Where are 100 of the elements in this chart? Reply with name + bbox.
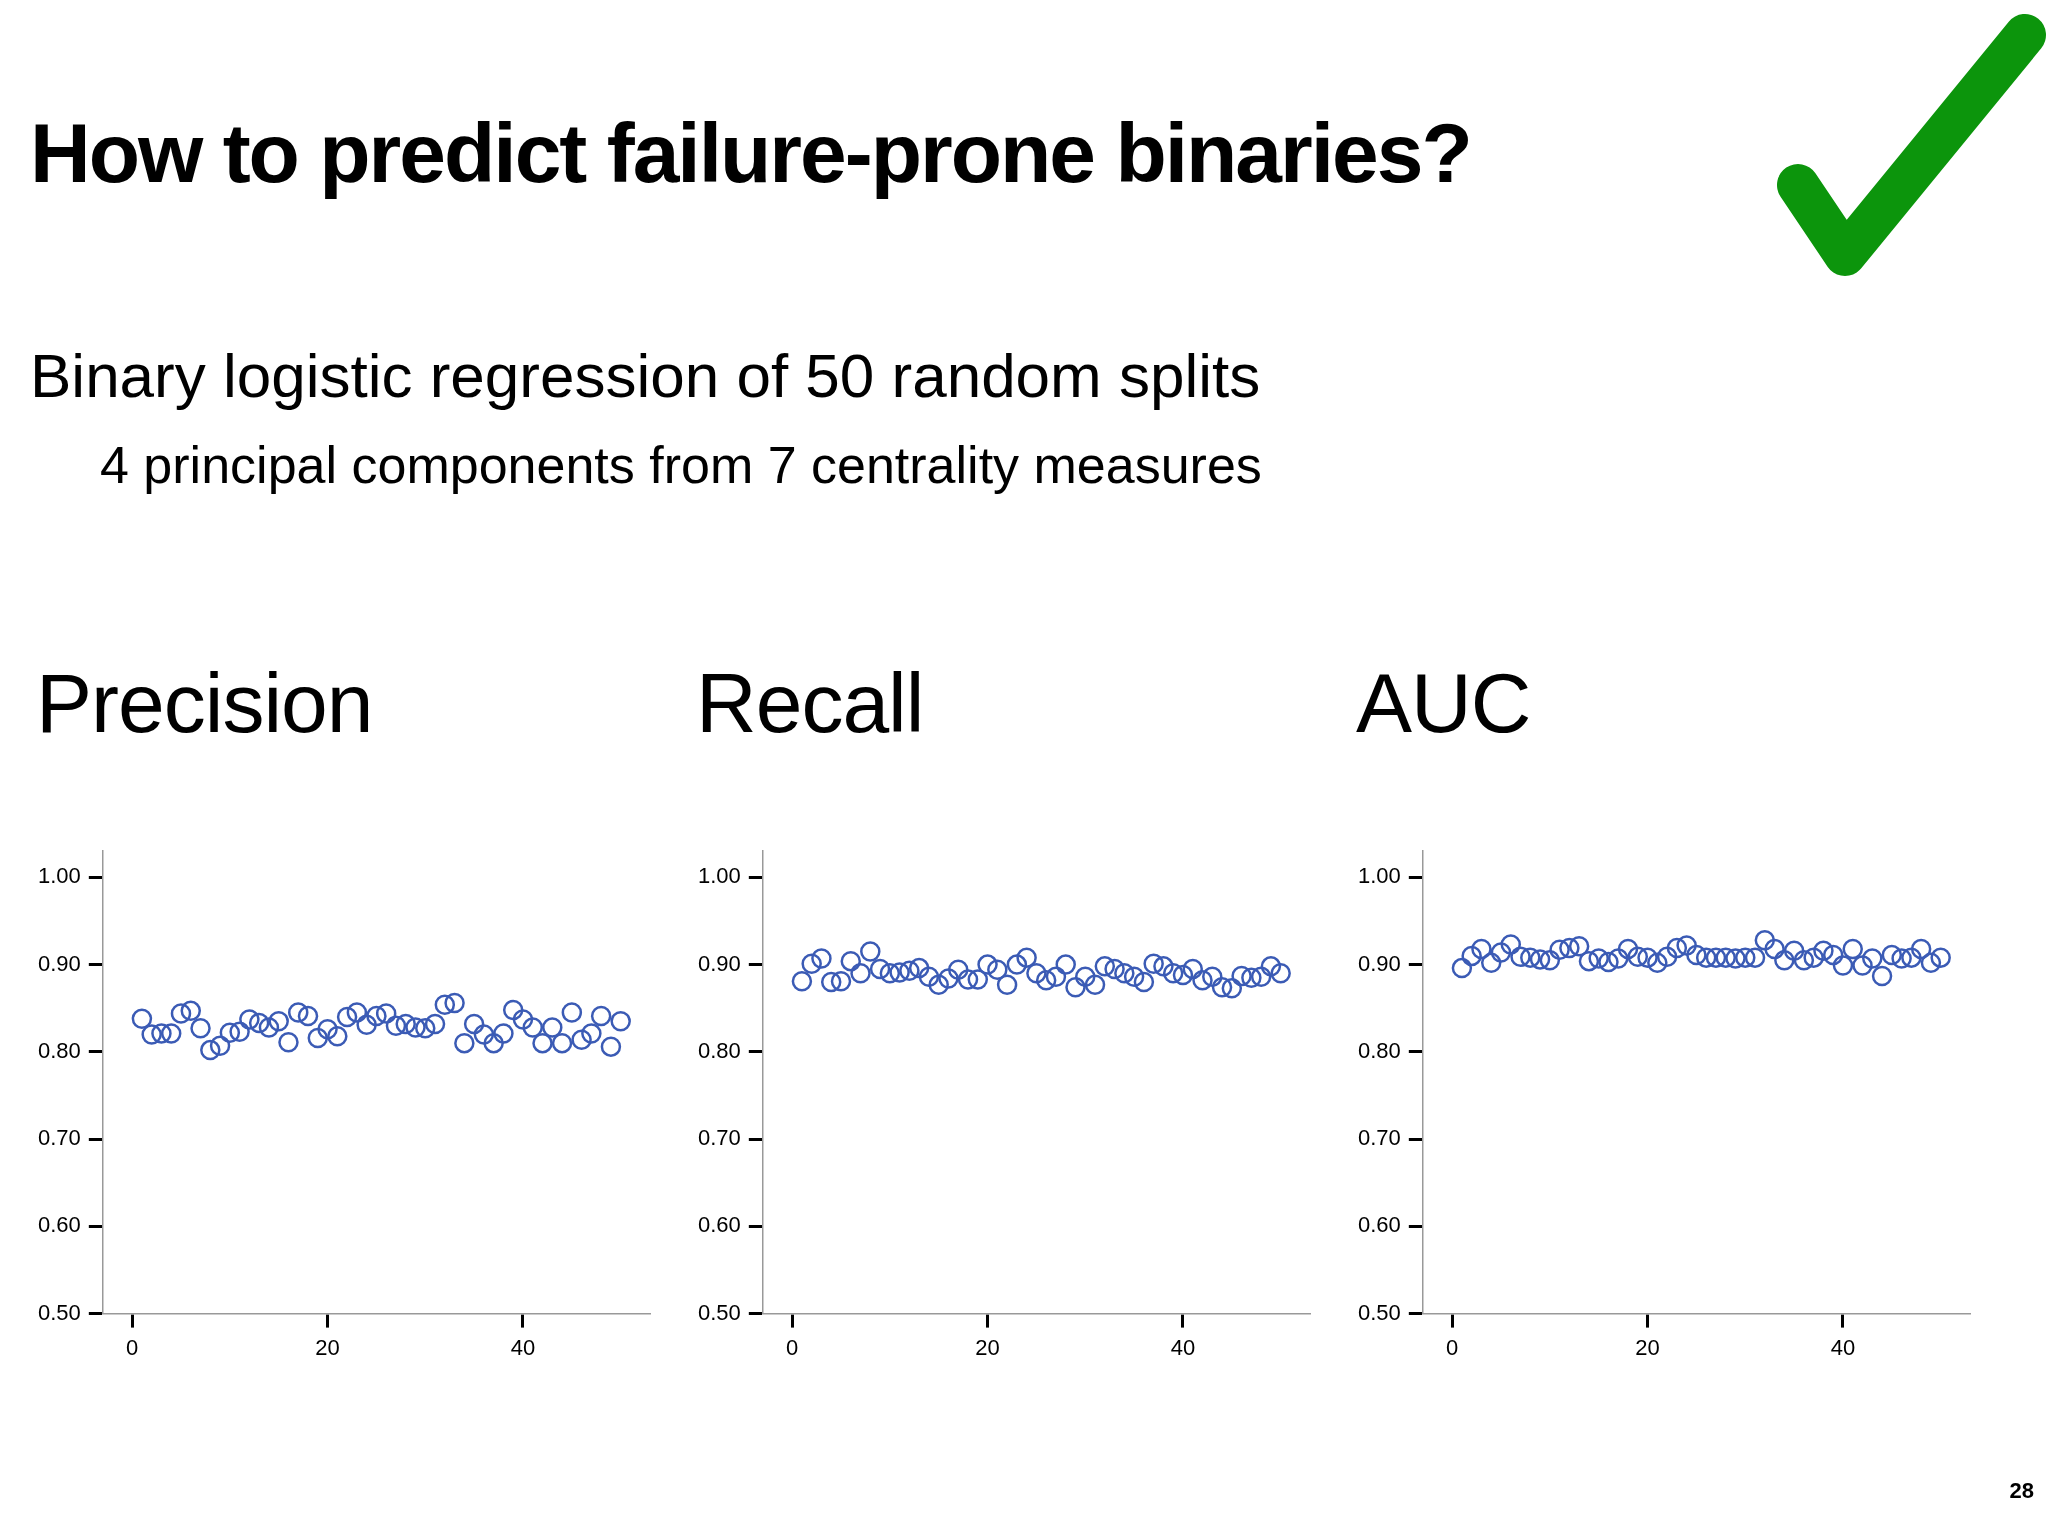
point <box>1172 964 1194 986</box>
point <box>1803 947 1824 968</box>
y-tick-label: 1.00 <box>697 863 741 889</box>
point <box>840 950 862 972</box>
point <box>200 1039 221 1061</box>
point <box>190 1018 211 1039</box>
point <box>1715 947 1736 968</box>
point <box>297 1005 319 1027</box>
point <box>928 974 949 995</box>
text: 4 principal components from 7 centrality measures <box>100 435 1262 495</box>
point <box>385 1015 407 1036</box>
chart-title: Recall <box>696 655 924 752</box>
point <box>1065 977 1086 998</box>
x-tick-label: 0 <box>1446 1334 1459 1360</box>
point <box>532 1032 553 1054</box>
point <box>454 1032 475 1054</box>
point <box>561 1002 583 1023</box>
point <box>1006 954 1028 975</box>
point <box>987 959 1008 981</box>
point <box>1617 938 1639 960</box>
point <box>1471 938 1492 960</box>
chart-title: Precision <box>36 655 373 752</box>
point <box>483 1032 504 1054</box>
point <box>1084 974 1106 995</box>
y-tick-label: 0.50 <box>37 1299 81 1325</box>
point <box>1656 946 1678 968</box>
point <box>1094 956 1116 977</box>
point <box>278 1032 299 1053</box>
point <box>1813 940 1834 961</box>
point <box>1842 938 1863 960</box>
point <box>1607 948 1629 969</box>
point <box>967 969 989 990</box>
point <box>1270 963 1291 984</box>
point <box>395 1013 416 1035</box>
point <box>1695 947 1717 968</box>
point <box>463 1013 485 1035</box>
point <box>1862 948 1883 969</box>
point <box>209 1035 231 1057</box>
point <box>610 1011 631 1032</box>
point <box>366 1005 387 1027</box>
point <box>1764 938 1785 960</box>
point <box>268 1011 289 1032</box>
point <box>1598 951 1619 973</box>
point <box>1627 946 1649 968</box>
point <box>1705 947 1727 968</box>
point <box>1143 953 1164 974</box>
point <box>424 1013 446 1035</box>
point <box>1510 946 1531 968</box>
point <box>977 954 998 975</box>
y-tick-label: 0.60 <box>697 1212 741 1238</box>
point <box>512 1009 534 1030</box>
point <box>1231 965 1252 987</box>
point <box>600 1036 622 1057</box>
point <box>1520 947 1541 968</box>
y-tick-label: 1.00 <box>37 863 81 889</box>
point <box>1774 950 1795 971</box>
point <box>473 1024 495 1045</box>
point <box>1529 949 1551 970</box>
point <box>1549 939 1570 961</box>
text: Binary logistic regression of 50 random splits <box>30 340 1261 411</box>
point <box>1162 963 1184 984</box>
x-tick-label: 0 <box>126 1334 139 1360</box>
point <box>1461 945 1482 967</box>
point <box>1822 944 1844 966</box>
point <box>356 1014 377 1036</box>
point <box>1480 952 1502 974</box>
point <box>180 1000 202 1022</box>
point <box>1676 935 1697 956</box>
point <box>444 992 465 1014</box>
point <box>551 1032 573 1054</box>
point <box>1490 942 1512 963</box>
point <box>1725 948 1746 969</box>
point <box>1241 967 1262 988</box>
point <box>131 1008 153 1029</box>
y-tick-label: 0.80 <box>37 1037 81 1063</box>
point <box>405 1017 426 1038</box>
point <box>1045 966 1067 988</box>
x-tick-label: 20 <box>315 1334 340 1360</box>
point <box>1153 956 1174 977</box>
point <box>1744 947 1766 968</box>
x-tick-label: 40 <box>1830 1334 1856 1360</box>
point <box>375 1003 397 1024</box>
x-tick-label: 40 <box>510 1334 536 1360</box>
point <box>219 1022 241 1043</box>
point <box>1539 950 1561 971</box>
point <box>1920 952 1942 974</box>
point <box>1133 971 1155 993</box>
point <box>1793 950 1815 971</box>
point <box>415 1018 436 1039</box>
point <box>820 971 842 993</box>
point <box>830 970 852 992</box>
point <box>1881 944 1903 966</box>
point <box>1666 937 1688 959</box>
x-tick-label: 20 <box>975 1334 1000 1360</box>
y-tick-label: 0.50 <box>697 1299 741 1325</box>
text: 28 <box>2009 1478 2034 1504</box>
point <box>1930 947 1951 968</box>
point <box>317 1018 338 1040</box>
point <box>229 1021 250 1043</box>
point <box>141 1024 162 1045</box>
